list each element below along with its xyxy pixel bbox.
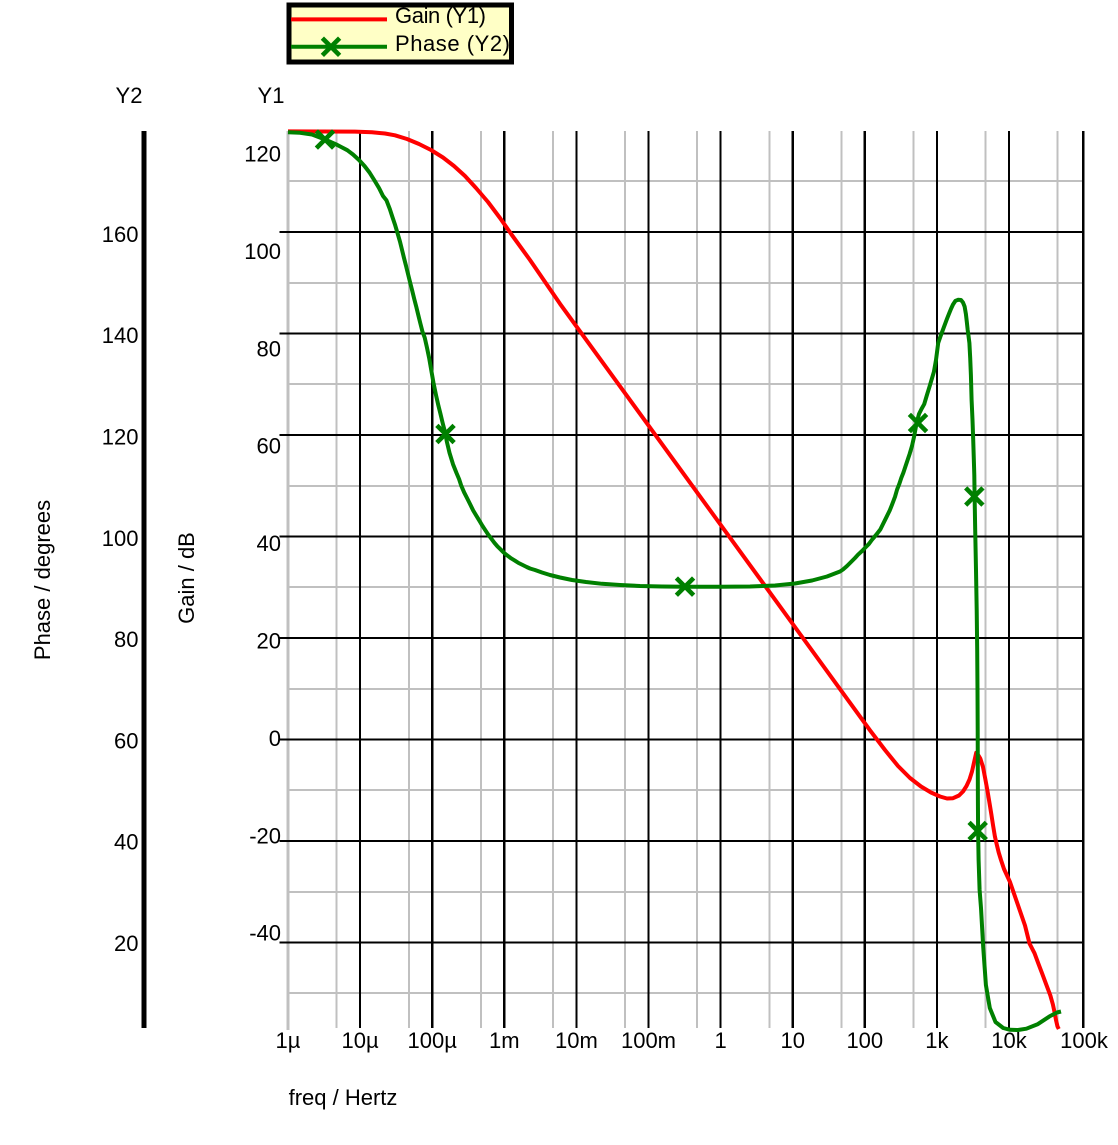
svg-text:1k: 1k [925, 1028, 949, 1053]
svg-text:10: 10 [780, 1028, 804, 1053]
svg-text:60: 60 [114, 728, 138, 753]
svg-text:-20: -20 [249, 823, 281, 848]
svg-text:1m: 1m [489, 1028, 520, 1053]
svg-text:120: 120 [244, 142, 281, 167]
svg-text:100: 100 [846, 1028, 883, 1053]
svg-text:10µ: 10µ [342, 1028, 379, 1053]
svg-text:freq / Hertz: freq / Hertz [289, 1085, 398, 1110]
svg-text:1µ: 1µ [276, 1028, 301, 1053]
svg-text:Y2: Y2 [116, 83, 143, 108]
svg-text:10k: 10k [991, 1028, 1027, 1053]
svg-text:100k: 100k [1060, 1028, 1109, 1053]
svg-text:Gain (Y1): Gain (Y1) [395, 3, 486, 28]
svg-text:40: 40 [114, 830, 138, 855]
svg-text:100: 100 [244, 239, 281, 264]
svg-text:100: 100 [102, 526, 139, 551]
svg-text:100m: 100m [621, 1028, 676, 1053]
svg-text:Phase / degrees: Phase / degrees [30, 500, 55, 660]
svg-text:-40: -40 [249, 921, 281, 946]
svg-text:40: 40 [257, 531, 281, 556]
svg-text:120: 120 [102, 424, 139, 449]
svg-text:0: 0 [269, 726, 281, 751]
svg-text:160: 160 [102, 222, 139, 247]
svg-text:80: 80 [114, 627, 138, 652]
svg-text:60: 60 [257, 434, 281, 459]
svg-text:Phase (Y2): Phase (Y2) [395, 31, 510, 56]
svg-text:20: 20 [114, 931, 138, 956]
svg-text:1: 1 [714, 1028, 726, 1053]
svg-text:Gain / dB: Gain / dB [174, 532, 199, 624]
svg-text:140: 140 [102, 323, 139, 348]
svg-text:80: 80 [257, 336, 281, 361]
svg-text:Y1: Y1 [258, 83, 285, 108]
svg-text:20: 20 [257, 629, 281, 654]
svg-text:10m: 10m [555, 1028, 598, 1053]
svg-text:100µ: 100µ [408, 1028, 458, 1053]
